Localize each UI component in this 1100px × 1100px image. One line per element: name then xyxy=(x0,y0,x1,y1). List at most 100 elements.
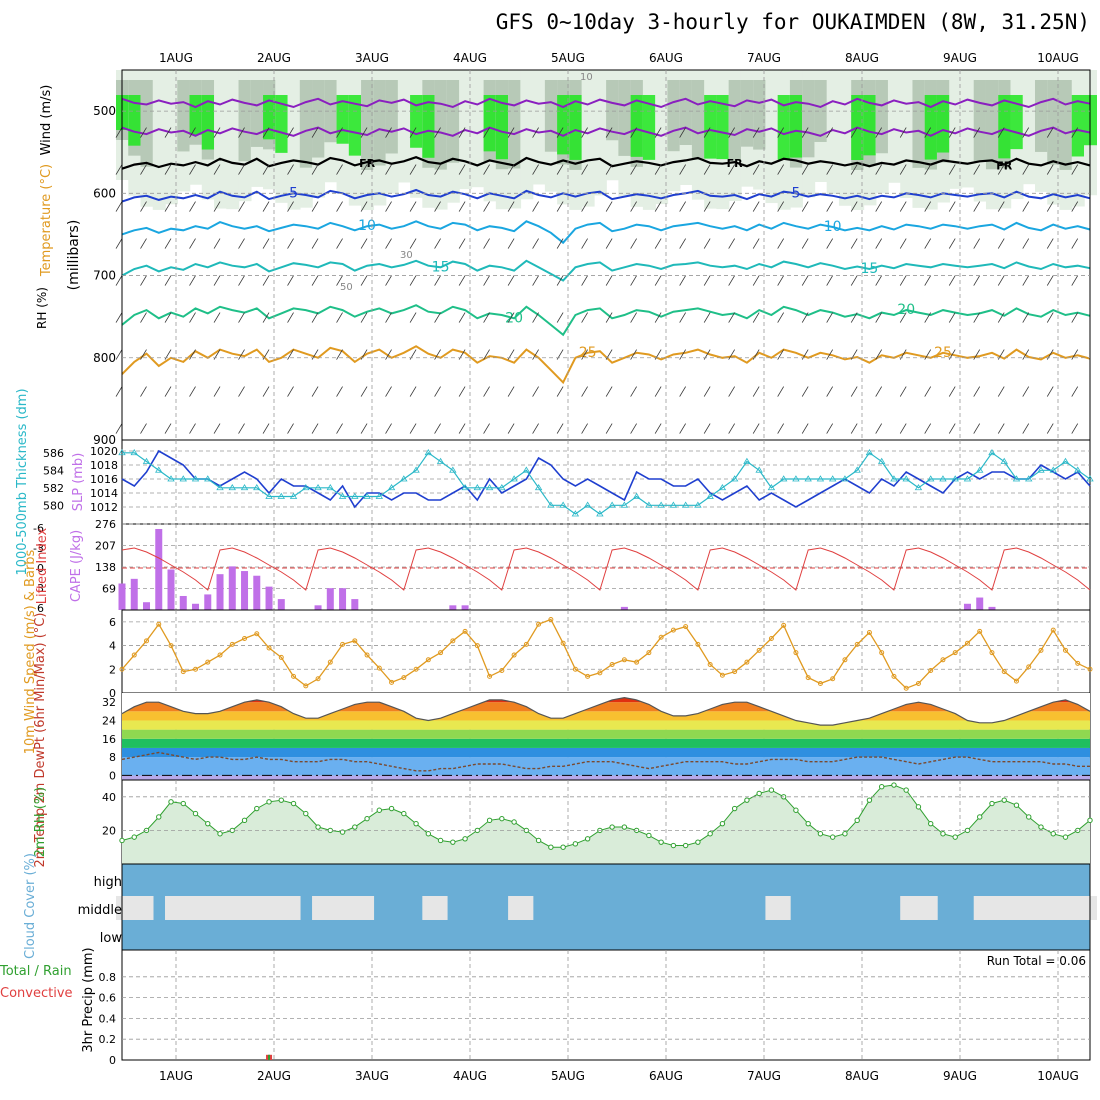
rh2m-marker xyxy=(621,824,628,830)
thickness-marker xyxy=(939,475,947,482)
wind-barb xyxy=(703,312,711,323)
wind-barb xyxy=(875,201,883,212)
wind-barb xyxy=(630,349,637,360)
cloud-middle-cell xyxy=(348,896,362,920)
wind-barb xyxy=(973,349,981,360)
wind-barb xyxy=(581,386,588,397)
wind-barb xyxy=(728,164,736,175)
wind-barb xyxy=(679,238,686,249)
cloud-middle-cell xyxy=(1071,896,1085,920)
wind-barb xyxy=(997,386,1005,397)
date-label-bottom: 10AUG xyxy=(1037,1069,1079,1083)
wind-barb xyxy=(1046,386,1054,397)
thickness-marker xyxy=(559,501,567,508)
thickness-marker xyxy=(951,475,959,482)
wind-barb xyxy=(703,127,711,138)
wind-barb xyxy=(875,238,883,249)
rh2m-tick: 40 xyxy=(102,791,116,804)
wind-barb xyxy=(409,386,417,397)
date-label-bottom: 7AUG xyxy=(747,1069,781,1083)
isotherm-label: 10 xyxy=(824,219,842,235)
wind10m-marker xyxy=(315,676,321,682)
rh-band-mid xyxy=(361,80,375,170)
ylabel-temperature: Temperature (°C) xyxy=(39,164,54,277)
rh-band-mid xyxy=(312,80,326,158)
wind-barb xyxy=(262,238,270,249)
wind-barb xyxy=(360,423,368,434)
rh-band-high xyxy=(789,95,803,158)
wind10m-marker xyxy=(156,621,162,627)
wind-barb xyxy=(1071,423,1079,434)
wind10m-marker xyxy=(425,657,431,663)
wind-barb xyxy=(581,275,588,286)
rh2m-marker xyxy=(1001,797,1007,803)
thickness-marker xyxy=(608,501,616,508)
wind-barb xyxy=(703,164,711,175)
thickness-marker xyxy=(314,483,322,491)
isotherm-line xyxy=(121,304,1091,337)
wind-barb xyxy=(826,349,834,360)
date-label-bottom: 4AUG xyxy=(453,1069,487,1083)
cape-bar xyxy=(228,566,236,610)
wind-barb xyxy=(1071,312,1079,323)
rh2m-marker xyxy=(584,836,591,842)
cloud-middle-cell xyxy=(189,896,203,920)
cape-tick: 207 xyxy=(95,540,116,553)
wind-barb xyxy=(507,127,515,138)
thickness-tick: 580 xyxy=(43,499,64,512)
rh-band-mid xyxy=(238,80,252,162)
wind10m-marker xyxy=(854,641,860,647)
wind10m-marker xyxy=(168,643,174,649)
cape-bar xyxy=(339,588,347,610)
cloud-middle-cell xyxy=(900,896,914,920)
wind10m-marker xyxy=(842,657,848,663)
wind-barb xyxy=(189,238,196,249)
wind-barb xyxy=(679,127,686,138)
rh-band-mid xyxy=(985,80,999,170)
wind-barb xyxy=(238,349,245,360)
wind-barb xyxy=(777,349,785,360)
wind-barb xyxy=(997,423,1005,434)
thickness-marker xyxy=(1037,466,1045,473)
thickness-marker xyxy=(706,492,714,499)
wind-barb xyxy=(630,201,637,212)
isotherm-label: 20 xyxy=(505,310,523,326)
rh2m-marker xyxy=(217,831,223,837)
rh-band-light xyxy=(226,70,240,210)
wind-barb xyxy=(336,349,343,360)
wind10m-tick: 2 xyxy=(109,663,116,676)
wind-barb xyxy=(1022,423,1030,434)
wind10m-marker xyxy=(805,675,811,681)
wind-barb xyxy=(997,312,1005,323)
rh2m-marker xyxy=(878,784,885,790)
thickness-marker xyxy=(730,475,739,482)
wind-barb xyxy=(483,312,490,323)
wind-barb xyxy=(556,423,564,434)
rh-band-high xyxy=(275,95,289,153)
cape-bar xyxy=(461,605,469,610)
wind-barb xyxy=(238,238,245,249)
wind-barb xyxy=(801,127,809,138)
wind-barb xyxy=(164,386,172,397)
wind10m-marker xyxy=(744,659,750,665)
rh2m-marker xyxy=(131,834,137,840)
wind10m-marker xyxy=(879,650,885,656)
wind-barb xyxy=(875,386,883,397)
thickness-marker xyxy=(277,492,285,499)
wind-barb xyxy=(507,201,515,212)
pressure-tick: 600 xyxy=(93,186,116,200)
wind-barb xyxy=(826,312,834,323)
wind-barb xyxy=(875,164,883,175)
rh-band-high xyxy=(495,95,509,160)
rh-band-mid xyxy=(385,80,399,154)
rh2m-marker xyxy=(805,820,811,827)
wind-barb xyxy=(948,127,956,138)
wind-barb xyxy=(213,386,221,397)
wind-barb xyxy=(654,164,662,175)
wind-barb xyxy=(801,201,809,212)
wind-barb xyxy=(605,127,613,138)
thickness-marker xyxy=(718,483,727,491)
wind-barb xyxy=(1046,312,1054,323)
wind-barb xyxy=(948,164,956,175)
wind-barb xyxy=(654,201,662,212)
